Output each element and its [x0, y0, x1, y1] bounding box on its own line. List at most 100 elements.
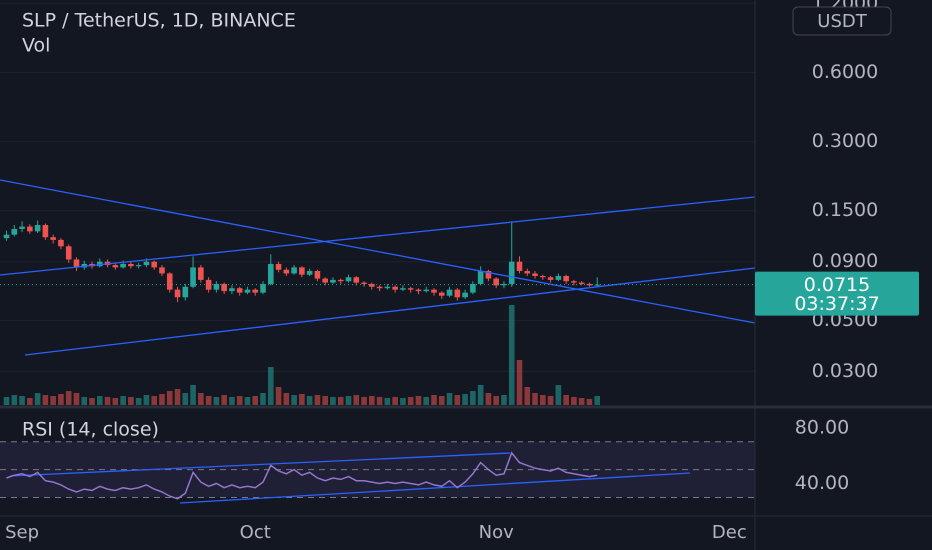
candle-body	[547, 277, 554, 280]
rsi-layer	[6, 451, 598, 500]
volume-bar	[128, 397, 134, 405]
candle-body	[454, 289, 461, 298]
volume-bar	[283, 393, 290, 405]
candle-body	[415, 289, 422, 292]
volume-bar	[337, 397, 344, 405]
candle-body	[198, 267, 204, 280]
trend-line	[0, 179, 756, 324]
volume-bar	[236, 396, 243, 405]
candle-body	[462, 292, 468, 298]
candle-body	[213, 283, 220, 290]
volume-bar	[532, 393, 538, 405]
candle-body	[236, 288, 243, 293]
candle-body	[112, 265, 119, 268]
volume-bar	[470, 391, 476, 405]
candle-body	[361, 282, 367, 284]
candle-body	[166, 273, 173, 290]
candle-body	[229, 288, 235, 292]
candle-body	[353, 277, 360, 283]
volume-bar	[477, 385, 484, 405]
candle-body	[337, 279, 344, 282]
candle-body	[159, 267, 165, 274]
y-tick-label: 0.6000	[812, 61, 878, 83]
volume-bar	[104, 397, 111, 405]
y-tick-label: 0.1500	[812, 199, 878, 221]
candle-body	[42, 225, 49, 238]
volume-bar	[166, 391, 173, 405]
candle-body	[594, 284, 601, 286]
candle-body	[128, 263, 134, 267]
volume-bar	[3, 397, 10, 405]
candle-body	[58, 239, 64, 247]
volume-bar	[400, 398, 406, 405]
currency-button[interactable]	[792, 6, 892, 36]
volume-bar	[151, 396, 158, 405]
volume-bar	[493, 396, 499, 405]
candle-body	[19, 226, 25, 229]
volume-bar	[563, 395, 569, 405]
volume-bar	[182, 393, 189, 405]
x-tick-label: Nov	[479, 522, 514, 543]
volume-bar	[73, 393, 80, 405]
volume-bar	[190, 385, 196, 405]
candle-body	[322, 278, 328, 283]
candle-body	[267, 263, 274, 284]
volume-bar	[291, 395, 297, 405]
volume-bar	[81, 397, 88, 405]
candle-body	[244, 289, 251, 293]
trend-lines	[0, 179, 756, 504]
volume-bar	[415, 396, 422, 405]
volume-bar	[594, 396, 601, 405]
volume-bar	[143, 395, 150, 405]
candle-body	[143, 261, 150, 266]
volume-bar	[135, 398, 142, 405]
candle-body	[438, 292, 445, 296]
volume-bar	[244, 397, 251, 405]
candle-body	[275, 263, 282, 270]
currency-label[interactable]: USDT	[817, 11, 867, 32]
rsi-trend-line	[9, 452, 511, 477]
last-price-label: 0.0715	[804, 274, 870, 296]
candle-body	[516, 261, 523, 271]
volume-bar	[306, 396, 313, 405]
candle-body	[493, 278, 499, 286]
volume-legend: Vol	[22, 35, 50, 57]
candle-body	[431, 289, 437, 293]
candle-body	[345, 277, 352, 282]
volume-bar	[431, 395, 437, 405]
candle-body	[299, 267, 305, 275]
trend-line	[0, 196, 756, 276]
candle-body	[291, 267, 297, 274]
candle-body	[407, 288, 414, 290]
candle-body	[174, 289, 181, 298]
volume-bar	[42, 395, 49, 405]
candle-body	[260, 283, 266, 293]
rsi-tick-label: 40.00	[795, 472, 849, 494]
volume-bar	[571, 397, 577, 405]
candle-body	[571, 281, 577, 283]
trend-line	[24, 267, 756, 356]
volume-bar	[112, 398, 119, 405]
candle-body	[50, 237, 56, 240]
candle-body	[384, 286, 391, 289]
candle-body	[34, 225, 41, 232]
volume-bar	[345, 396, 352, 405]
volume-bar	[58, 394, 64, 405]
candle-body	[314, 270, 321, 279]
x-tick-label: Dec	[712, 522, 747, 543]
volume-bar	[586, 399, 593, 405]
candle-body	[485, 270, 492, 279]
volume-bar	[267, 367, 274, 405]
volume-bar	[50, 396, 56, 405]
candle-body	[555, 275, 562, 280]
volume-bar	[322, 396, 328, 405]
candle-body	[563, 275, 569, 282]
volume-bar	[174, 389, 181, 405]
volume-bar	[120, 396, 126, 405]
candle-body	[470, 283, 476, 293]
candle-body	[376, 286, 383, 289]
grid	[0, 2, 755, 372]
volume-bar	[369, 396, 375, 405]
candle-body	[508, 261, 515, 284]
volume-bar	[19, 396, 25, 405]
